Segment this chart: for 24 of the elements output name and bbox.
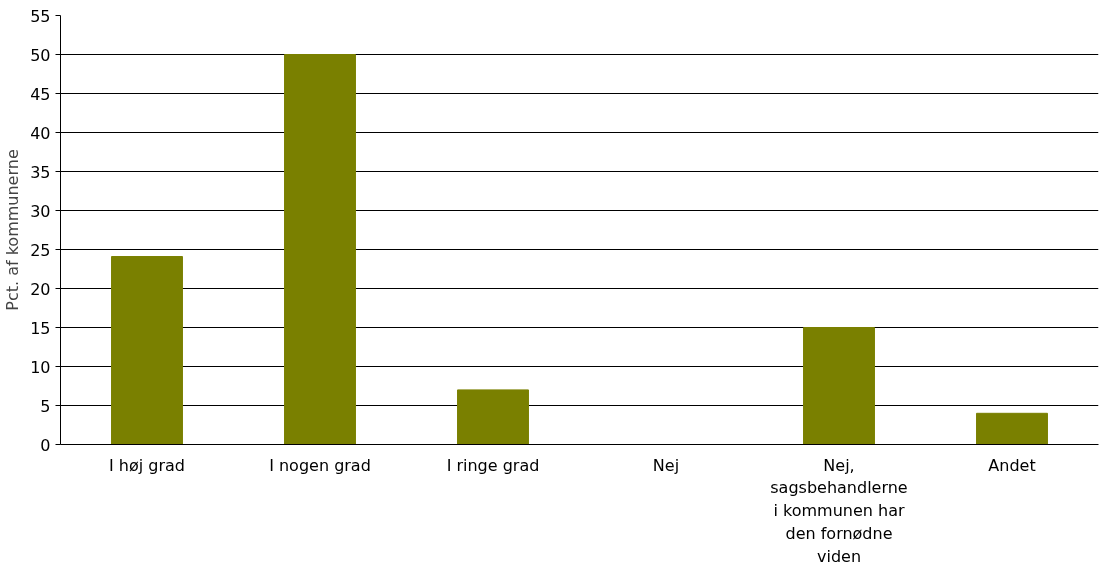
y-tick-label: 45 xyxy=(30,84,51,104)
bar xyxy=(803,327,875,445)
y-tick-label: 20 xyxy=(30,279,51,299)
y-tick-label: 30 xyxy=(30,201,51,221)
x-tick-label: Nej xyxy=(652,455,680,475)
bar xyxy=(976,412,1048,445)
y-tick-label: 25 xyxy=(30,240,51,260)
x-tick-label: I ringe grad xyxy=(446,455,540,475)
y-axis-title: Pct. af kommunerne xyxy=(3,149,23,311)
y-tick-label: 35 xyxy=(30,162,51,182)
y-tick-label: 10 xyxy=(30,357,51,377)
y-tick-label: 40 xyxy=(30,123,51,143)
y-tick-label: 5 xyxy=(40,396,51,416)
bar xyxy=(457,389,529,445)
bar xyxy=(284,54,356,445)
x-tick-label: I høj grad xyxy=(109,455,185,475)
bar xyxy=(111,256,183,445)
y-tick-label: 15 xyxy=(30,318,51,338)
x-tick-label: Nej, sagsbehandlerne i kommunen har den fornødne viden xyxy=(770,455,908,566)
x-tick-label: Andet xyxy=(988,455,1036,475)
y-tick-label: 50 xyxy=(30,45,51,65)
x-tick-label: I nogen grad xyxy=(269,455,371,475)
y-tick-label: 55 xyxy=(30,6,51,26)
y-tick-label: 0 xyxy=(40,435,51,455)
